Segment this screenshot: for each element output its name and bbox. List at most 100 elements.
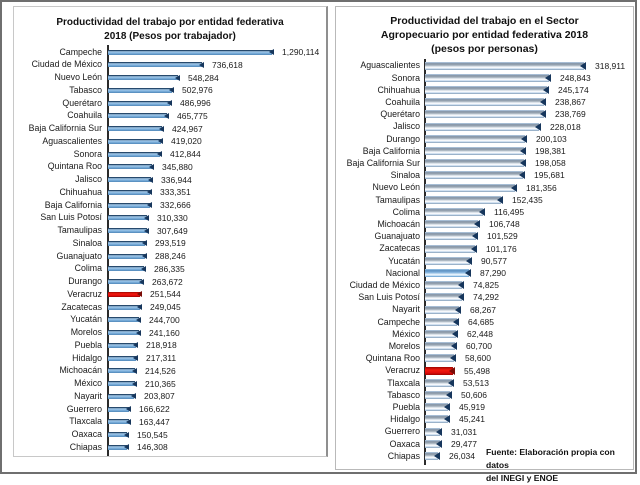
category-label: Jalisco	[75, 174, 102, 185]
value-label: 263,672	[152, 276, 183, 287]
value-label: 53,513	[463, 377, 489, 388]
category-label: Sonora	[73, 148, 102, 159]
bar-nacional	[425, 268, 469, 277]
category-label: Guanajuato	[56, 250, 103, 261]
left-chart-title-line1: Productividad del trabajo por entidad fe…	[56, 17, 284, 28]
bar-sonora	[108, 151, 160, 157]
category-label: Baja California Sur	[28, 123, 102, 134]
category-label: Baja California Sur	[346, 158, 420, 168]
category-label: San Luis Potosí	[40, 212, 102, 223]
category-label: Zacatecas	[61, 301, 102, 312]
bar-sinaloa	[108, 240, 145, 246]
right-chart-title-line2: Agropecuario por entidad federativa 2018	[380, 29, 589, 41]
bar-querétaro	[108, 100, 170, 106]
category-label: Hidalgo	[72, 352, 102, 363]
bar-aguascalientes	[425, 61, 584, 70]
bar-tamaulipas	[425, 195, 501, 204]
bar-puebla	[108, 342, 136, 348]
value-label: 336,944	[161, 174, 192, 185]
category-label: Sinaloa	[72, 237, 102, 248]
value-label: 87,290	[480, 267, 506, 278]
value-label: 332,666	[160, 200, 191, 210]
value-label: 502,976	[182, 85, 213, 96]
bar-zacatecas	[425, 244, 475, 253]
category-label: Nayarit	[74, 390, 102, 401]
value-label: 195,681	[534, 170, 565, 181]
value-label: 286,335	[154, 263, 185, 274]
bar-tlaxcala	[108, 419, 129, 425]
bar-guerrero	[425, 427, 440, 436]
category-label: Nacional	[385, 267, 420, 278]
value-label: 288,246	[155, 251, 186, 261]
bar-guanajuato	[425, 232, 476, 241]
value-label: 26,034	[449, 450, 475, 461]
category-label: Oaxaca	[71, 429, 102, 440]
category-label: Veracruz	[67, 288, 102, 299]
category-label: Colima	[74, 263, 102, 274]
category-label: Michoacán	[59, 365, 102, 376]
value-label: 251,544	[150, 289, 181, 300]
category-label: Quintana Roo	[365, 353, 420, 364]
category-label: Michoacán	[377, 219, 420, 229]
bar-méxico	[108, 381, 135, 386]
bar-veracruz	[425, 366, 453, 375]
bar-puebla	[425, 403, 448, 412]
value-label: 245,174	[558, 84, 589, 95]
value-label: 45,241	[459, 414, 485, 425]
bar-veracruz	[108, 291, 140, 297]
bar-quintana-roo	[425, 354, 454, 363]
bar-guerrero	[108, 406, 129, 412]
value-label: 293,519	[155, 238, 186, 249]
value-label: 238,867	[555, 97, 586, 108]
value-label: 60,700	[466, 341, 492, 352]
bar-baja-california	[108, 202, 150, 208]
category-label: Chihuahua	[377, 84, 420, 95]
bar-hidalgo	[425, 415, 448, 424]
category-label: Tlaxcala	[387, 377, 420, 388]
category-label: Durango	[68, 276, 102, 287]
bar-chihuahua	[425, 85, 547, 94]
value-label: 106,748	[489, 219, 520, 230]
category-label: Guerrero	[384, 426, 420, 437]
right-chart-title-line1: Productividad del trabajo en el Sector	[390, 15, 579, 27]
category-label: Hidalgo	[390, 414, 420, 425]
category-label: Tamaulipas	[375, 194, 421, 205]
category-label: Nuevo León	[372, 182, 420, 193]
source-note-line1: Fuente: Elaboración propia con datos	[486, 447, 615, 470]
value-label: 198,058	[535, 158, 566, 169]
category-label: Querétaro	[62, 97, 102, 108]
bar-nuevo-león	[425, 183, 515, 192]
bar-coahuila	[108, 113, 167, 119]
value-label: 68,267	[470, 304, 496, 315]
value-label: 249,045	[150, 302, 181, 312]
value-label: 45,919	[459, 402, 485, 413]
value-label: 1,290,114	[282, 47, 320, 57]
source-note: Fuente: Elaboración propia con datos del…	[486, 446, 634, 485]
bar-sinaloa	[425, 171, 523, 180]
bar-yucatán	[425, 256, 470, 265]
value-label: 736,618	[212, 59, 243, 70]
bar-guanajuato	[108, 253, 145, 259]
value-label: 310,330	[157, 212, 188, 223]
category-label: Sinaloa	[390, 170, 420, 181]
category-label: Chiapas	[387, 450, 420, 461]
value-label: 74,292	[473, 292, 499, 303]
category-label: Tabasco	[387, 389, 420, 400]
category-label: Campeche	[59, 46, 102, 57]
category-label: Yucatán	[70, 314, 102, 325]
category-label: Baja California	[362, 145, 420, 156]
value-label: 244,700	[149, 314, 180, 325]
category-label: Oaxaca	[389, 438, 420, 449]
bar-campeche	[425, 317, 457, 326]
value-label: 62,448	[467, 328, 493, 339]
value-label: 412,844	[170, 149, 201, 159]
category-label: Campeche	[377, 316, 420, 327]
category-label: Chiapas	[69, 441, 102, 452]
value-label: 29,477	[451, 438, 477, 449]
value-label: 307,649	[157, 225, 188, 236]
left-chart-axis	[107, 45, 109, 456]
value-label: 152,435	[512, 194, 543, 205]
value-label: 203,807	[144, 391, 175, 402]
category-label: Tamaulipas	[57, 225, 103, 236]
bar-aguascalientes	[108, 138, 161, 144]
